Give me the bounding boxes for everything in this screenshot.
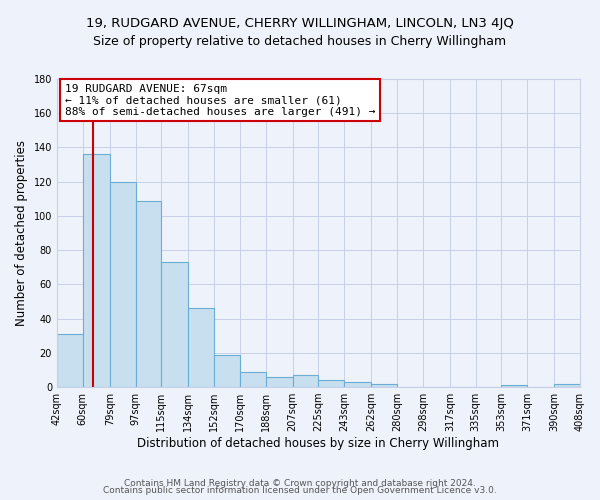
Bar — [136, 200, 161, 387]
Text: Contains HM Land Registry data © Crown copyright and database right 2024.: Contains HM Land Registry data © Crown c… — [124, 478, 476, 488]
Text: 19, RUDGARD AVENUE, CHERRY WILLINGHAM, LINCOLN, LN3 4JQ: 19, RUDGARD AVENUE, CHERRY WILLINGHAM, L… — [86, 18, 514, 30]
Bar — [371, 384, 397, 387]
Bar — [344, 382, 371, 387]
Bar — [83, 154, 110, 387]
Text: Size of property relative to detached houses in Cherry Willingham: Size of property relative to detached ho… — [94, 35, 506, 48]
Bar — [293, 375, 319, 387]
Bar — [502, 386, 527, 387]
Bar — [161, 262, 188, 387]
Bar — [110, 182, 136, 387]
Text: Contains public sector information licensed under the Open Government Licence v3: Contains public sector information licen… — [103, 486, 497, 495]
X-axis label: Distribution of detached houses by size in Cherry Willingham: Distribution of detached houses by size … — [137, 437, 499, 450]
Bar — [188, 308, 214, 387]
Bar — [214, 354, 240, 387]
Bar — [266, 377, 293, 387]
Bar — [240, 372, 266, 387]
Y-axis label: Number of detached properties: Number of detached properties — [15, 140, 28, 326]
Bar — [57, 334, 83, 387]
Text: 19 RUDGARD AVENUE: 67sqm
← 11% of detached houses are smaller (61)
88% of semi-d: 19 RUDGARD AVENUE: 67sqm ← 11% of detach… — [65, 84, 375, 117]
Bar — [319, 380, 344, 387]
Bar — [554, 384, 580, 387]
